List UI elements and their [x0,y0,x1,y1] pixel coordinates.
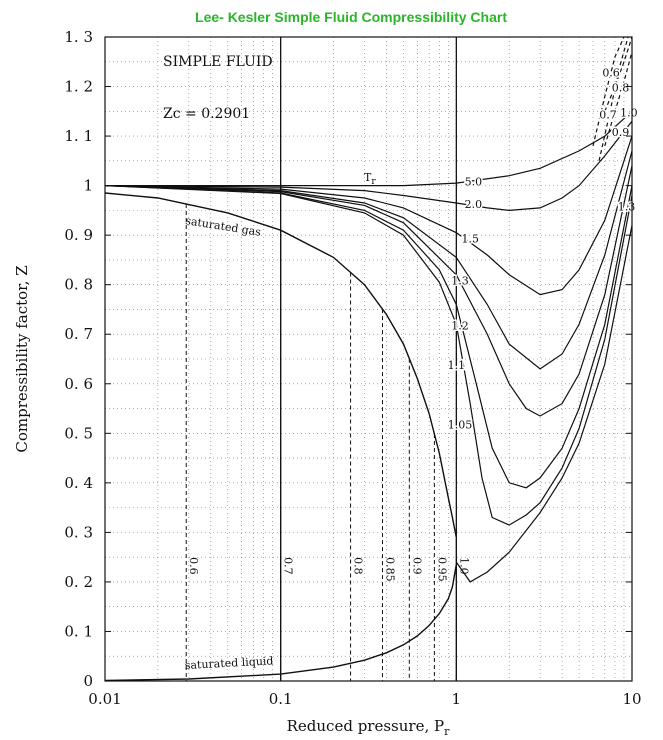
isotherm-label: 0.7 [599,109,617,122]
isotherm-series-line [104,135,633,296]
isotherm-series-line [604,51,633,147]
saturated-liquid-label: saturated liquid [184,654,273,672]
y-tick-label: 1. 1 [64,127,93,145]
y-tick-label: 0. 7 [64,325,93,343]
isotherm-series-line [598,36,629,161]
isotherm-series-line [592,36,625,147]
y-tick-label: 0. 3 [64,523,93,541]
x-axis-ticks: 0.01 0.1 1 10 [88,675,642,708]
x-tick-label: 1 [452,690,462,708]
y-axis-label: Compressibility factor, Z [13,265,31,452]
isotherm-label: 0.6 [602,67,620,80]
y-tick-label: 0. 4 [64,474,93,492]
isotherm-label: 1.2 [451,319,469,332]
isotherm-series-line [104,185,633,526]
isotherm-label: 1.3 [451,275,469,288]
isotherm-label: 0.9 [612,126,630,139]
saturated-liquid-curve [104,564,457,682]
zc-label: Zc = 0.2901 [163,106,250,122]
isotherm-series-line [455,225,633,583]
isotherm-series-line [105,110,633,187]
isotherm-label: 1.1 [448,359,466,372]
isotherm-series-line [104,185,633,489]
isotherm-series-line [104,165,633,417]
saturation-isotherm-label: 0.8 [352,557,365,575]
x-axis-label: Reduced pressure, Pr [287,717,450,738]
y-tick-label: 0. 2 [64,573,93,591]
saturation-isotherm-verticals: 0.6 0.7 0.8 0.85 0.9 0.95 1.0 [185,204,470,681]
saturation-isotherm-label: 0.95 [435,557,448,582]
y-tick-label: 0. 6 [64,375,93,393]
y-tick-label: 0 [83,672,93,690]
isotherm-series-line [604,36,633,112]
saturation-isotherm-label: 0.7 [282,557,295,575]
plot-frame [104,36,633,682]
y-tick-label: 1. 2 [64,78,93,96]
y-tick-label: 0. 1 [64,622,93,640]
isotherm-label: 1.05 [448,418,473,431]
tr-symbol-sub: r [371,177,376,187]
isotherm-label: 0.8 [612,81,630,94]
grid [105,37,632,681]
x-axis-label-main: Reduced pressure, P [287,717,444,735]
isotherm-label: 1.0 [620,106,638,119]
y-tick-label: 0. 5 [64,424,93,442]
isotherm-curves [104,36,633,583]
x-tick-label: 0.1 [269,690,293,708]
isotherm-series-line [104,120,633,212]
isotherm-label: 1.5 [461,233,479,246]
x-tick-label: 0.01 [88,690,121,708]
saturation-isotherm-label: 0.9 [410,557,423,575]
isotherm-series-line [104,150,633,370]
y-tick-label: 0. 9 [64,226,93,244]
tr-symbol-main: T [364,171,372,184]
saturation-isotherm-label: 1.0 [457,557,470,575]
y-axis-ticks: 0 0. 1 0. 2 0. 3 0. 4 0. 5 0. 6 0. 7 0. 8 0. 9 1 1.… [64,28,632,690]
saturation-curves [104,192,457,682]
saturation-isotherm-label: 0.6 [187,557,200,575]
x-axis-label-sub: r [444,725,450,738]
isotherm-label: 2.0 [465,198,483,211]
saturated-gas-curve [104,192,457,538]
chart-title: Lee- Kesler Simple Fluid Compressibility… [195,9,507,25]
saturated-gas-label: saturated gas [185,214,263,239]
y-tick-label: 0. 8 [64,276,93,294]
y-tick-label: 1. 3 [64,28,93,46]
saturation-isotherm-label: 0.85 [384,557,397,582]
isotherm-label: 5.0 [465,176,483,189]
curve-labels: 5.02.01.51.31.21.11.050.60.70.80.91.01.3 [446,65,639,433]
fluid-label: SIMPLE FLUID [163,54,273,70]
tr-symbol: Tr [364,171,376,187]
x-tick-label: 10 [622,690,641,708]
y-tick-label: 1 [83,177,93,195]
